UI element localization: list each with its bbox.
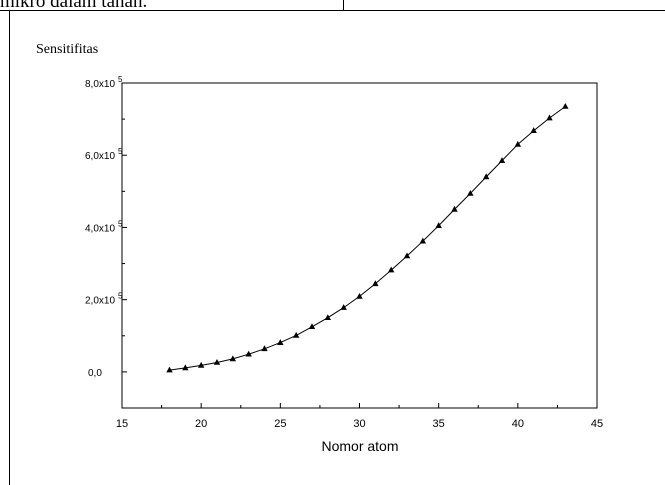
plot-area [121, 82, 598, 409]
top-divider [343, 0, 344, 11]
data-point [261, 345, 268, 352]
data-point [387, 266, 395, 273]
y-tick-label: 4,0x10 5 [85, 219, 123, 234]
data-point [245, 350, 252, 357]
data-point [340, 304, 347, 310]
data-point [356, 292, 363, 299]
data-point [292, 331, 300, 338]
x-tick-label: 40 [512, 418, 524, 430]
x-axis-label: Nomor atom [321, 438, 398, 454]
data-point [530, 127, 537, 133]
data-point [482, 173, 490, 180]
y-tick-label: 6,0x10 5 [85, 147, 123, 162]
x-tick-label: 35 [433, 418, 445, 430]
data-point [403, 252, 411, 259]
data-point [467, 190, 474, 196]
top-text: mikro dalam tanah. [0, 0, 148, 12]
data-point [562, 102, 569, 109]
data-point [308, 323, 316, 330]
data-point [372, 280, 379, 287]
data-point [514, 140, 522, 147]
x-tick-label: 20 [195, 418, 207, 430]
y-axis-label: Sensitifitas [36, 42, 98, 57]
data-point [166, 366, 173, 373]
y-tick-label: 0,0 [88, 368, 102, 379]
data-point [182, 364, 189, 371]
data-point [546, 114, 553, 121]
data-point [229, 355, 237, 362]
data-point [197, 361, 205, 368]
top-rule [0, 10, 665, 11]
data-point [451, 205, 458, 212]
y-tick-label: 2,0x10 5 [85, 292, 123, 307]
series-line [169, 106, 566, 371]
data-point [213, 359, 221, 365]
data-point [498, 157, 506, 163]
figure-frame [9, 10, 665, 485]
data-point [324, 314, 332, 321]
x-tick-label: 25 [274, 418, 286, 430]
data-point [419, 237, 427, 244]
x-tick-label: 30 [353, 418, 365, 430]
x-tick-label: 45 [591, 418, 603, 430]
x-tick-label: 15 [116, 418, 128, 430]
data-point [435, 222, 442, 228]
data-point [277, 339, 284, 345]
y-tick-label: 8,0x10 5 [85, 75, 123, 90]
